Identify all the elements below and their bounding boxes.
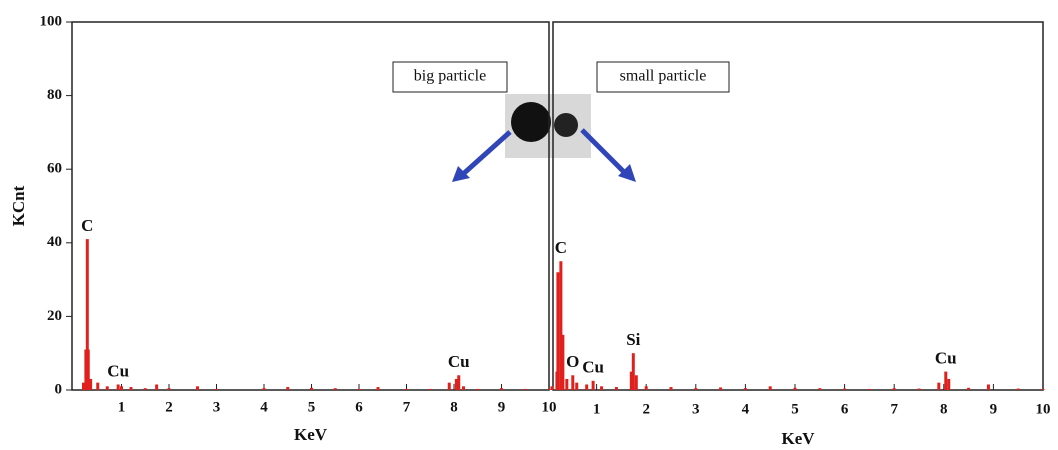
- peak-label: Cu: [582, 358, 604, 377]
- x-tick-label: 10: [542, 399, 557, 415]
- x-tick-label: 6: [841, 401, 849, 417]
- x-tick-label: 3: [213, 399, 221, 415]
- x-tick-label: 3: [692, 401, 700, 417]
- particle-image: [452, 94, 636, 182]
- x-tick-label: 2: [642, 401, 650, 417]
- peak-label: Cu: [935, 349, 957, 368]
- peak-label: Cu: [448, 352, 470, 371]
- panel-label: big particle: [414, 68, 486, 85]
- x-tick-label: 9: [990, 401, 998, 417]
- plot-frame: [552, 21, 1044, 391]
- y-tick-label: 60: [47, 161, 62, 177]
- x-tick-label: 1: [118, 399, 126, 415]
- y-axis-label: KCnt: [9, 185, 28, 226]
- peak-label: Cu: [107, 361, 129, 380]
- x-tick-label: 6: [355, 399, 363, 415]
- x-tick-label: 5: [308, 399, 316, 415]
- peak-label: C: [555, 238, 567, 257]
- y-tick-label: 40: [47, 234, 62, 250]
- label-box: [596, 61, 730, 93]
- x-tick-label: 7: [890, 401, 898, 417]
- x-tick-label: 4: [260, 399, 268, 415]
- y-tick-label: 100: [40, 13, 63, 29]
- y-tick-label: 20: [47, 308, 62, 324]
- y-tick-label: 0: [55, 381, 63, 397]
- y-tick-label: 80: [47, 87, 62, 103]
- x-tick-label: 7: [403, 399, 411, 415]
- label-box: [392, 61, 508, 93]
- x-axis-label: KeV: [294, 425, 328, 444]
- x-tick-label: 4: [742, 401, 750, 417]
- x-axis-label: KeV: [781, 429, 815, 448]
- x-tick-label: 5: [791, 401, 799, 417]
- x-tick-label: 2: [165, 399, 173, 415]
- panel-label: small particle: [620, 68, 707, 85]
- x-tick-label: 9: [498, 399, 506, 415]
- peak-label: C: [81, 216, 93, 235]
- peak-label: Si: [626, 330, 640, 349]
- x-tick-label: 1: [593, 401, 601, 417]
- x-tick-label: 8: [940, 401, 948, 417]
- peak-label: O: [566, 352, 579, 371]
- x-tick-label: 10: [1036, 401, 1051, 417]
- x-tick-label: 8: [450, 399, 458, 415]
